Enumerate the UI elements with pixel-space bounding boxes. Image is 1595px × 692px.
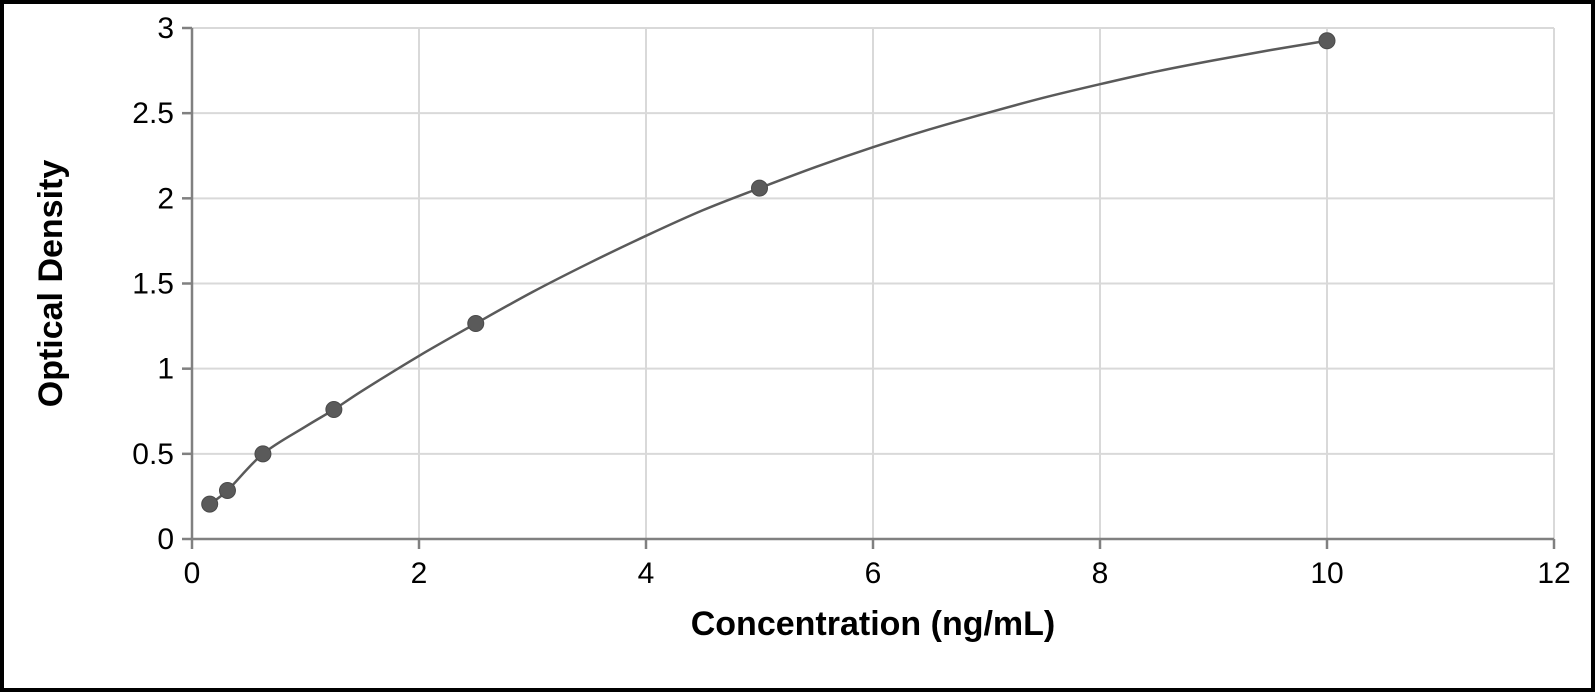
y-tick-label: 2.5 [132,97,174,130]
data-point [255,446,271,462]
y-tick-label: 3 [157,12,174,45]
x-tick-label: 10 [1310,557,1343,590]
y-tick-label: 0.5 [132,438,174,471]
data-point [326,402,342,418]
y-axis-label: Optical Density [32,160,70,408]
data-point [1319,33,1335,49]
x-tick-label: 8 [1092,557,1109,590]
x-tick-label: 2 [411,557,428,590]
chart-container: 0 2 4 6 8 10 12 0 0.5 1 1.5 2 2.5 3 Concentration (ng/… [0,0,1595,692]
y-tick-label: 1 [157,353,174,386]
x-tick-label: 4 [638,557,655,590]
data-point [219,482,235,498]
x-tick-label: 12 [1537,557,1570,590]
y-tick-label: 2 [157,182,174,215]
x-tick-label: 6 [865,557,882,590]
chart-svg: 0 2 4 6 8 10 12 0 0.5 1 1.5 2 2.5 3 Concentration (ng/… [4,4,1591,688]
data-point [202,496,218,512]
y-tick-label: 1.5 [132,268,174,301]
data-point [752,180,768,196]
x-tick-label: 0 [184,557,201,590]
y-tick-label: 0 [157,523,174,556]
x-axis-label: Concentration (ng/mL) [691,605,1056,643]
chart-background [4,4,1591,688]
data-point [468,316,484,332]
